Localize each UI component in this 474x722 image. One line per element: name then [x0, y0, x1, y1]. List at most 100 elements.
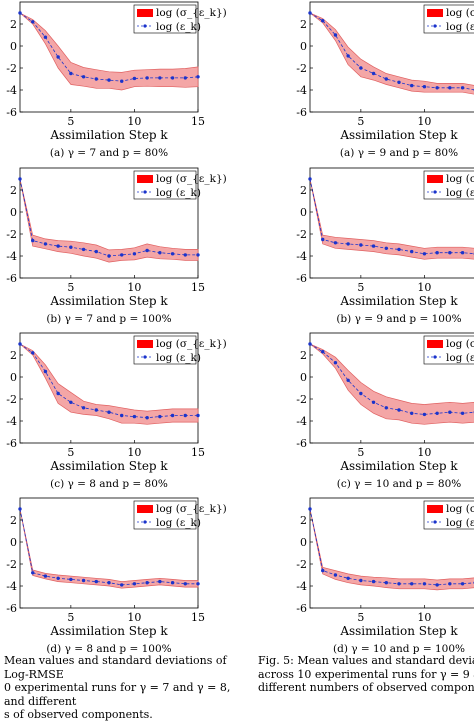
- mean-point: [359, 66, 362, 69]
- subfigure-caption: (a) γ = 7 and p = 80%: [50, 147, 168, 159]
- mean-point: [158, 251, 161, 254]
- x-tick-label: 5: [67, 611, 74, 624]
- mean-point: [435, 251, 438, 254]
- legend-label-mean: log (ε_k): [156, 21, 201, 33]
- y-tick-label: -4: [6, 84, 17, 97]
- legend-swatch-marker: [433, 520, 436, 523]
- x-tick-label: 10: [127, 281, 141, 294]
- mean-point: [397, 81, 400, 84]
- mean-point: [133, 77, 136, 80]
- x-tick-label: 15: [191, 281, 205, 294]
- mean-point: [44, 574, 47, 577]
- mean-point: [308, 11, 311, 14]
- mean-point: [410, 412, 413, 415]
- x-tick-label: 10: [127, 446, 141, 459]
- mean-point: [410, 582, 413, 585]
- mean-point: [145, 581, 148, 584]
- right-figure-caption: Fig. 5: Mean values and standard deviati…: [258, 654, 474, 695]
- x-axis-label: Assimilation Step k: [49, 128, 168, 142]
- y-tick-label: -2: [296, 558, 307, 571]
- mean-point: [69, 578, 72, 581]
- mean-point: [171, 252, 174, 255]
- mean-point: [359, 579, 362, 582]
- mean-point: [308, 177, 311, 180]
- legend-swatch-marker: [433, 355, 436, 358]
- subfigure-caption: (b) γ = 7 and p = 100%: [46, 313, 171, 325]
- x-tick-label: 5: [357, 446, 364, 459]
- y-tick-label: -2: [296, 393, 307, 406]
- mean-point: [145, 416, 148, 419]
- figure-canvas: -6 -4 -2 0 2 5 10 15 Assimilation Step k (a) γ = …: [0, 0, 474, 693]
- legend-swatch-band: [137, 9, 153, 17]
- mean-point: [346, 242, 349, 245]
- mean-point: [321, 238, 324, 241]
- x-axis-label: Assimilation Step k: [49, 294, 168, 308]
- mean-point: [120, 414, 123, 417]
- mean-point: [448, 86, 451, 89]
- legend-label-mean: log (ε_k): [156, 517, 201, 529]
- y-tick-label: -6: [6, 272, 17, 285]
- mean-point: [308, 507, 311, 510]
- mean-point: [145, 249, 148, 252]
- mean-point: [171, 581, 174, 584]
- mean-point: [435, 86, 438, 89]
- mean-point: [120, 583, 123, 586]
- mean-point: [56, 244, 59, 247]
- mean-point: [82, 579, 85, 582]
- legend-swatch-marker: [143, 355, 146, 358]
- legend-swatch-band: [137, 340, 153, 348]
- y-tick-label: -2: [296, 228, 307, 241]
- y-tick-label: -2: [6, 393, 17, 406]
- y-tick-label: -4: [296, 415, 307, 428]
- legend-label-band: log (σ_{ε_k}): [446, 503, 474, 515]
- y-tick-label: 2: [10, 18, 17, 31]
- right-caption-line-2: across 10 experimental runs for γ = 9 an…: [258, 668, 474, 681]
- mean-point: [461, 412, 464, 415]
- legend-label-band: log (σ_{ε_k}): [446, 173, 474, 185]
- y-tick-label: 0: [10, 206, 17, 219]
- left-caption-line-1: Mean values and standard deviations of L…: [4, 654, 227, 681]
- legend-label-mean: log (ε_k): [446, 21, 474, 33]
- legend-label-mean: log (ε_k): [156, 187, 201, 199]
- mean-point: [120, 80, 123, 83]
- mean-point: [461, 86, 464, 89]
- legend-label-band: log (σ_{ε_k}): [156, 338, 227, 350]
- x-tick-label: 5: [67, 281, 74, 294]
- mean-point: [95, 580, 98, 583]
- subfigure-caption: (a) γ = 9 and p = 80%: [340, 147, 458, 159]
- mean-point: [435, 412, 438, 415]
- mean-point: [133, 582, 136, 585]
- legend-label-band: log (σ_{ε_k}): [156, 173, 227, 185]
- mean-point: [448, 251, 451, 254]
- y-tick-label: -2: [296, 62, 307, 75]
- mean-point: [346, 379, 349, 382]
- right-caption-line-1: Fig. 5: Mean values and standard deviati…: [258, 654, 474, 667]
- x-axis-label: Assimilation Step k: [339, 294, 458, 308]
- mean-point: [158, 580, 161, 583]
- left-figure-caption: Mean values and standard deviations of L…: [4, 654, 244, 722]
- legend-label-band: log (σ_{ε_k}): [446, 7, 474, 19]
- legend-swatch-band: [427, 505, 443, 513]
- mean-point: [385, 581, 388, 584]
- y-tick-label: -6: [296, 437, 307, 450]
- y-tick-label: 0: [300, 206, 307, 219]
- mean-point: [321, 19, 324, 22]
- legend-swatch-marker: [143, 520, 146, 523]
- subfigure-caption: (c) γ = 8 and p = 80%: [50, 478, 168, 490]
- x-tick-label: 10: [417, 446, 431, 459]
- mean-point: [385, 247, 388, 250]
- mean-point: [184, 582, 187, 585]
- y-tick-label: 2: [300, 184, 307, 197]
- x-axis-label: Assimilation Step k: [339, 459, 458, 473]
- mean-point: [44, 242, 47, 245]
- mean-point: [31, 239, 34, 242]
- x-tick-label: 10: [127, 115, 141, 128]
- legend-swatch-marker: [433, 190, 436, 193]
- y-tick-label: 0: [10, 536, 17, 549]
- x-tick-label: 15: [191, 446, 205, 459]
- mean-point: [423, 85, 426, 88]
- mean-point: [184, 253, 187, 256]
- legend-swatch-marker: [143, 190, 146, 193]
